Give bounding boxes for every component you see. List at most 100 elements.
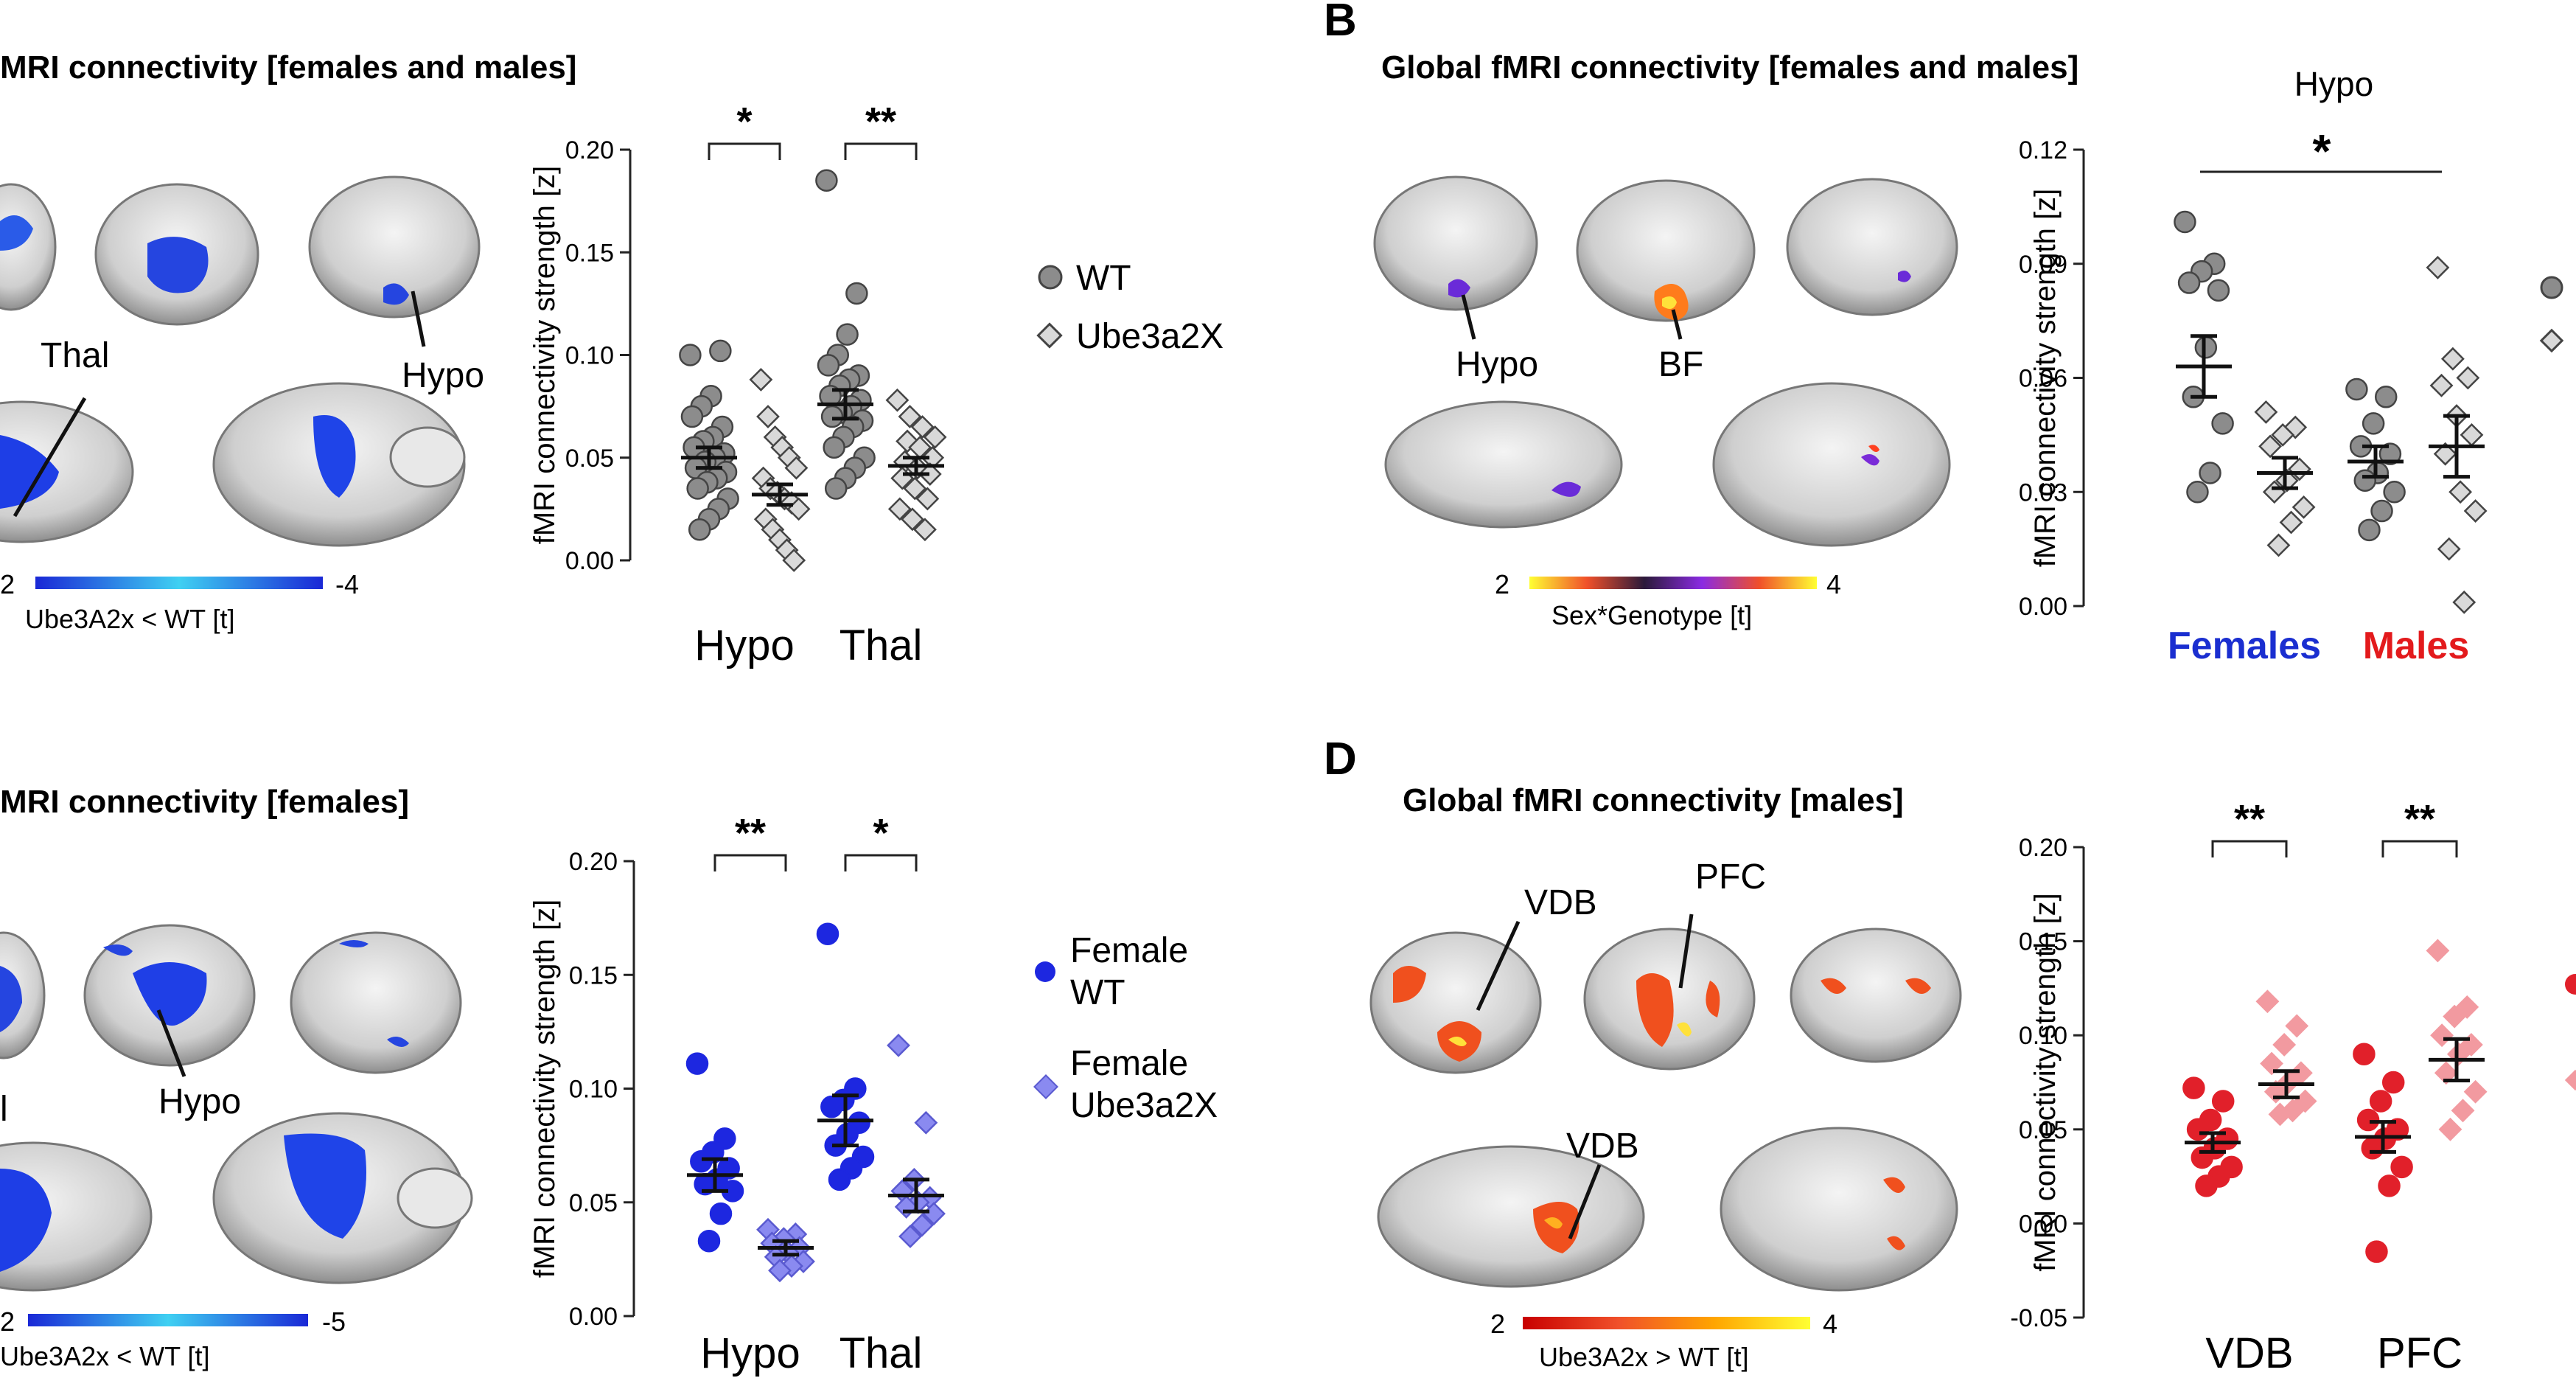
data-point: [784, 456, 809, 480]
data-point: [2358, 518, 2381, 542]
legend-a-ube-marker: [1036, 322, 1063, 349]
panel-b-colorbar: [1529, 577, 1817, 589]
category-label: PFC: [2377, 1329, 2462, 1377]
panel-d-sagittal-axial-brains: [1377, 1127, 1958, 1292]
panel-b-colorbar-label: Sex*Genotype [t]: [1551, 600, 1752, 630]
data-point: [680, 405, 704, 428]
panel-a-colorbar-max: -4: [335, 569, 359, 599]
chart-d: -0.05 0.00 0.05 0.10 0.15 0.20 fMRI connectivi…: [2011, 797, 2488, 1377]
legend-c-wt-label2: WT: [1070, 973, 1125, 1012]
data-point: [915, 487, 940, 511]
data-point: [2260, 1051, 2283, 1076]
data-point: [2448, 480, 2473, 504]
y-axis-label: fMRI connectivity strength [z]: [528, 899, 561, 1278]
panel-b-edge-markers: [2539, 276, 2564, 353]
panel-a-label-hypo: Hypo: [402, 356, 484, 395]
data-point: [2378, 442, 2402, 465]
data-point: [887, 497, 912, 521]
data-point: [2456, 366, 2480, 390]
data-point: [2345, 377, 2368, 401]
data-point: [845, 282, 868, 305]
data-point: [709, 1202, 733, 1225]
data-point: [2272, 1033, 2297, 1057]
significance-bracket: [2381, 840, 2458, 857]
data-point: [679, 344, 702, 366]
category-label: Hypo: [694, 622, 794, 669]
data-point: [2452, 590, 2476, 614]
panel-d-colorbar-min: 2: [1490, 1309, 1505, 1339]
data-point: [2362, 412, 2385, 435]
chart-c: 0.00 0.05 0.10 0.15 0.20 fMRI connectivity st…: [528, 811, 946, 1377]
data-point: [2356, 1108, 2380, 1132]
chart-b: 0.00 0.03 0.06 0.09 0.12 fMRI connectivity st…: [2019, 65, 2488, 667]
y-tick-label: 0.20: [565, 136, 614, 164]
panel-b-coronal-brains: [1373, 175, 1958, 322]
y-tick-label: 0.15: [569, 961, 618, 989]
panel-a-colorbar-label: Ube3A2x < WT [t]: [25, 604, 234, 634]
data-point: [2199, 462, 2221, 484]
panel-c-colorbar-max: -5: [322, 1306, 346, 1337]
panel-c-label-l: l: [0, 1090, 8, 1129]
data-point: [923, 425, 947, 449]
panel-b: B Global fMRI connectivity [females and …: [1324, 0, 2078, 630]
significance-label: **: [2404, 797, 2435, 841]
y-axis-label: fMRI connectivity strength [z]: [2029, 189, 2062, 568]
y-tick-label: 0.03: [2019, 479, 2067, 507]
panel-d-label-vdb-2: VDB: [1566, 1127, 1639, 1166]
y-tick-label: 0.20: [569, 848, 618, 876]
data-point: [2186, 1118, 2210, 1141]
y-tick-label: 0.05: [565, 445, 614, 473]
panel-a: MRI connectivity [females and males] Tha…: [0, 49, 576, 634]
y-tick-label: 0.10: [565, 342, 614, 370]
panel-d-edge-markers: [2564, 974, 2576, 1091]
data-point: [816, 922, 840, 945]
panel-a-coronal-brains: [0, 175, 481, 326]
data-point: [921, 445, 945, 470]
panel-a-label-thal: Thal: [41, 336, 109, 375]
data-point: [2211, 412, 2234, 435]
significance-label: **: [735, 811, 766, 855]
data-point: [2353, 1043, 2376, 1065]
data-point: [2383, 481, 2406, 504]
data-point: [887, 1033, 910, 1057]
category-label: Thal: [840, 1329, 923, 1377]
data-point: [2463, 1079, 2488, 1104]
data-point: [2207, 279, 2230, 302]
panel-d: D Global fMRI connectivity [males] VDB P…: [1324, 734, 1962, 1372]
significance-label: *: [2313, 125, 2331, 178]
data-point: [2353, 469, 2377, 493]
y-tick-label: 0.15: [565, 239, 614, 267]
data-point: [2443, 1004, 2467, 1029]
data-point: [2430, 1023, 2454, 1048]
data-point: [2438, 1117, 2462, 1141]
data-point: [898, 405, 922, 428]
panel-b-title: Global fMRI connectivity [females and ma…: [1381, 49, 2078, 86]
y-tick-label: 0.05: [569, 1189, 618, 1217]
data-point: [836, 323, 859, 346]
panel-c: MRI connectivity [females] Hypo l 2 -5 U…: [0, 784, 473, 1371]
y-tick-label: 0.00: [565, 547, 614, 575]
data-point: [2390, 1155, 2413, 1179]
data-point: [2426, 939, 2450, 963]
panel-c-colorbar: [28, 1314, 308, 1326]
data-point: [2258, 434, 2282, 459]
data-point: [2266, 533, 2291, 557]
data-point: [908, 435, 932, 459]
panel-a-title: MRI connectivity [females and males]: [0, 49, 576, 86]
data-point: [2374, 386, 2398, 408]
legend-c-wt-marker: [1035, 961, 1055, 982]
data-point: [782, 549, 806, 572]
panel-d-label-pfc: PFC: [1695, 857, 1766, 897]
legend-a-wt-marker: [1038, 265, 1063, 290]
data-point: [2275, 468, 2299, 493]
panel-d-title: Global fMRI connectivity [males]: [1403, 782, 1904, 818]
data-point: [914, 1110, 938, 1135]
significance-bracket: [713, 854, 787, 871]
data-point: [2268, 1102, 2292, 1127]
legend-a-wt-label: WT: [1076, 259, 1131, 298]
data-point: [2451, 1099, 2475, 1123]
legend-c: Female WT Female Ube3a2X: [1033, 931, 1218, 1125]
data-point: [749, 368, 773, 392]
data-point: [2174, 210, 2196, 234]
